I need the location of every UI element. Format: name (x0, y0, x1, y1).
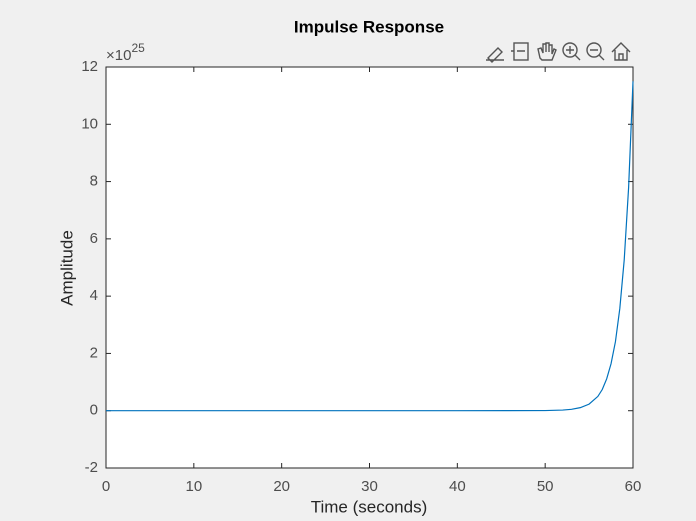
x-tick-label: 10 (185, 478, 202, 495)
y-exponent-power: 25 (131, 41, 145, 55)
x-tick-label: 0 (102, 478, 110, 495)
y-exponent-base: ×10 (106, 47, 131, 64)
legend-button[interactable] (511, 42, 529, 61)
x-tick-label: 20 (273, 478, 290, 495)
y-tick-label: 8 (90, 173, 98, 190)
x-axis-label: Time (seconds) (311, 497, 428, 516)
y-exponent: ×1025 (106, 41, 145, 64)
y-tick-label: 6 (90, 230, 98, 247)
pan-button[interactable] (537, 42, 557, 61)
data-line (106, 81, 634, 412)
home-button[interactable] (611, 42, 631, 61)
y-tick-label: -2 (85, 459, 98, 476)
zoom-out-button[interactable] (586, 42, 605, 61)
toolbar[interactable] (486, 42, 631, 63)
x-tick-label: 40 (449, 478, 466, 495)
y-axis-label: Amplitude (57, 230, 76, 306)
y-tick-label: 10 (81, 115, 98, 132)
x-tick-label: 60 (625, 478, 642, 495)
edit-button[interactable] (486, 47, 504, 63)
x-tick-label: 30 (361, 478, 378, 495)
axes-box (105, 66, 634, 469)
x-tick-label: 50 (537, 478, 554, 495)
y-tick-label: 12 (81, 58, 98, 75)
y-tick-label: 2 (90, 344, 98, 361)
chart-title: Impulse Response (294, 17, 444, 36)
y-tick-label: 4 (90, 287, 98, 304)
y-tick-label: 0 (90, 402, 98, 419)
zoom-in-button[interactable] (562, 42, 581, 61)
